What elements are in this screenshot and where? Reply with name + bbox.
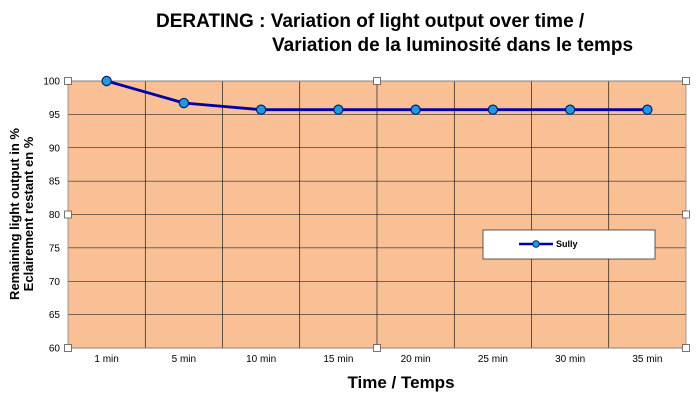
y-tick-label: 85 xyxy=(49,177,61,188)
series-markers-sully xyxy=(101,75,653,115)
data-point xyxy=(255,104,267,115)
x-tick-label: 5 min xyxy=(172,354,196,365)
y-tick-label: 65 xyxy=(49,310,61,321)
y-axis-title-line1: Remaining light output in % xyxy=(7,128,22,300)
x-tick-label: 20 min xyxy=(401,354,431,365)
data-point xyxy=(487,104,499,115)
data-point xyxy=(410,104,421,115)
x-tick-label: 35 min xyxy=(632,354,662,365)
selection-handle xyxy=(373,344,381,352)
x-tick-label: 10 min xyxy=(246,354,276,365)
legend-label-sully: Sully xyxy=(556,239,578,249)
selection-handle xyxy=(64,210,72,219)
chart-title-line2: Variation de la luminosité dans le temps xyxy=(272,35,633,56)
x-axis-title: Time / Temps xyxy=(347,373,454,392)
y-axis-tick-labels: 60 65 70 75 80 85 90 95 100 xyxy=(43,77,60,355)
legend-box xyxy=(482,229,656,260)
selection-handle xyxy=(64,77,72,85)
selection-handle xyxy=(682,77,690,85)
selection-handles xyxy=(64,77,690,352)
x-tick-label: 1 min xyxy=(94,354,118,365)
x-axis-tick-labels: 1 min 5 min 10 min 15 min 20 min 25 min 30 min… xyxy=(94,354,662,365)
legend: Sully xyxy=(482,229,656,260)
data-point xyxy=(101,75,112,87)
x-tick-label: 25 min xyxy=(478,354,508,365)
selection-handle xyxy=(682,344,690,352)
data-point xyxy=(333,104,344,115)
legend-marker-icon xyxy=(532,240,540,248)
y-tick-label: 60 xyxy=(49,344,61,355)
selection-handle xyxy=(682,210,690,219)
y-tick-label: 75 xyxy=(49,243,61,254)
chart-title-line1: DERATING : Variation of light output ove… xyxy=(156,11,585,32)
data-point xyxy=(642,104,653,115)
y-tick-label: 100 xyxy=(43,77,60,88)
y-axis-title: Remaining light output in % Eclairement … xyxy=(7,128,36,300)
y-tick-label: 70 xyxy=(49,277,61,288)
y-tick-label: 80 xyxy=(49,210,61,221)
data-point xyxy=(564,104,576,115)
x-tick-label: 30 min xyxy=(555,354,585,365)
y-tick-label: 90 xyxy=(49,143,61,154)
y-tick-label: 95 xyxy=(49,110,61,121)
data-point xyxy=(178,97,190,109)
x-tick-label: 15 min xyxy=(323,354,353,365)
selection-handle xyxy=(64,344,72,352)
y-axis-title-line2: Eclairement restant en % xyxy=(21,136,36,291)
selection-handle xyxy=(373,77,381,85)
series-line-sully xyxy=(106,79,648,112)
